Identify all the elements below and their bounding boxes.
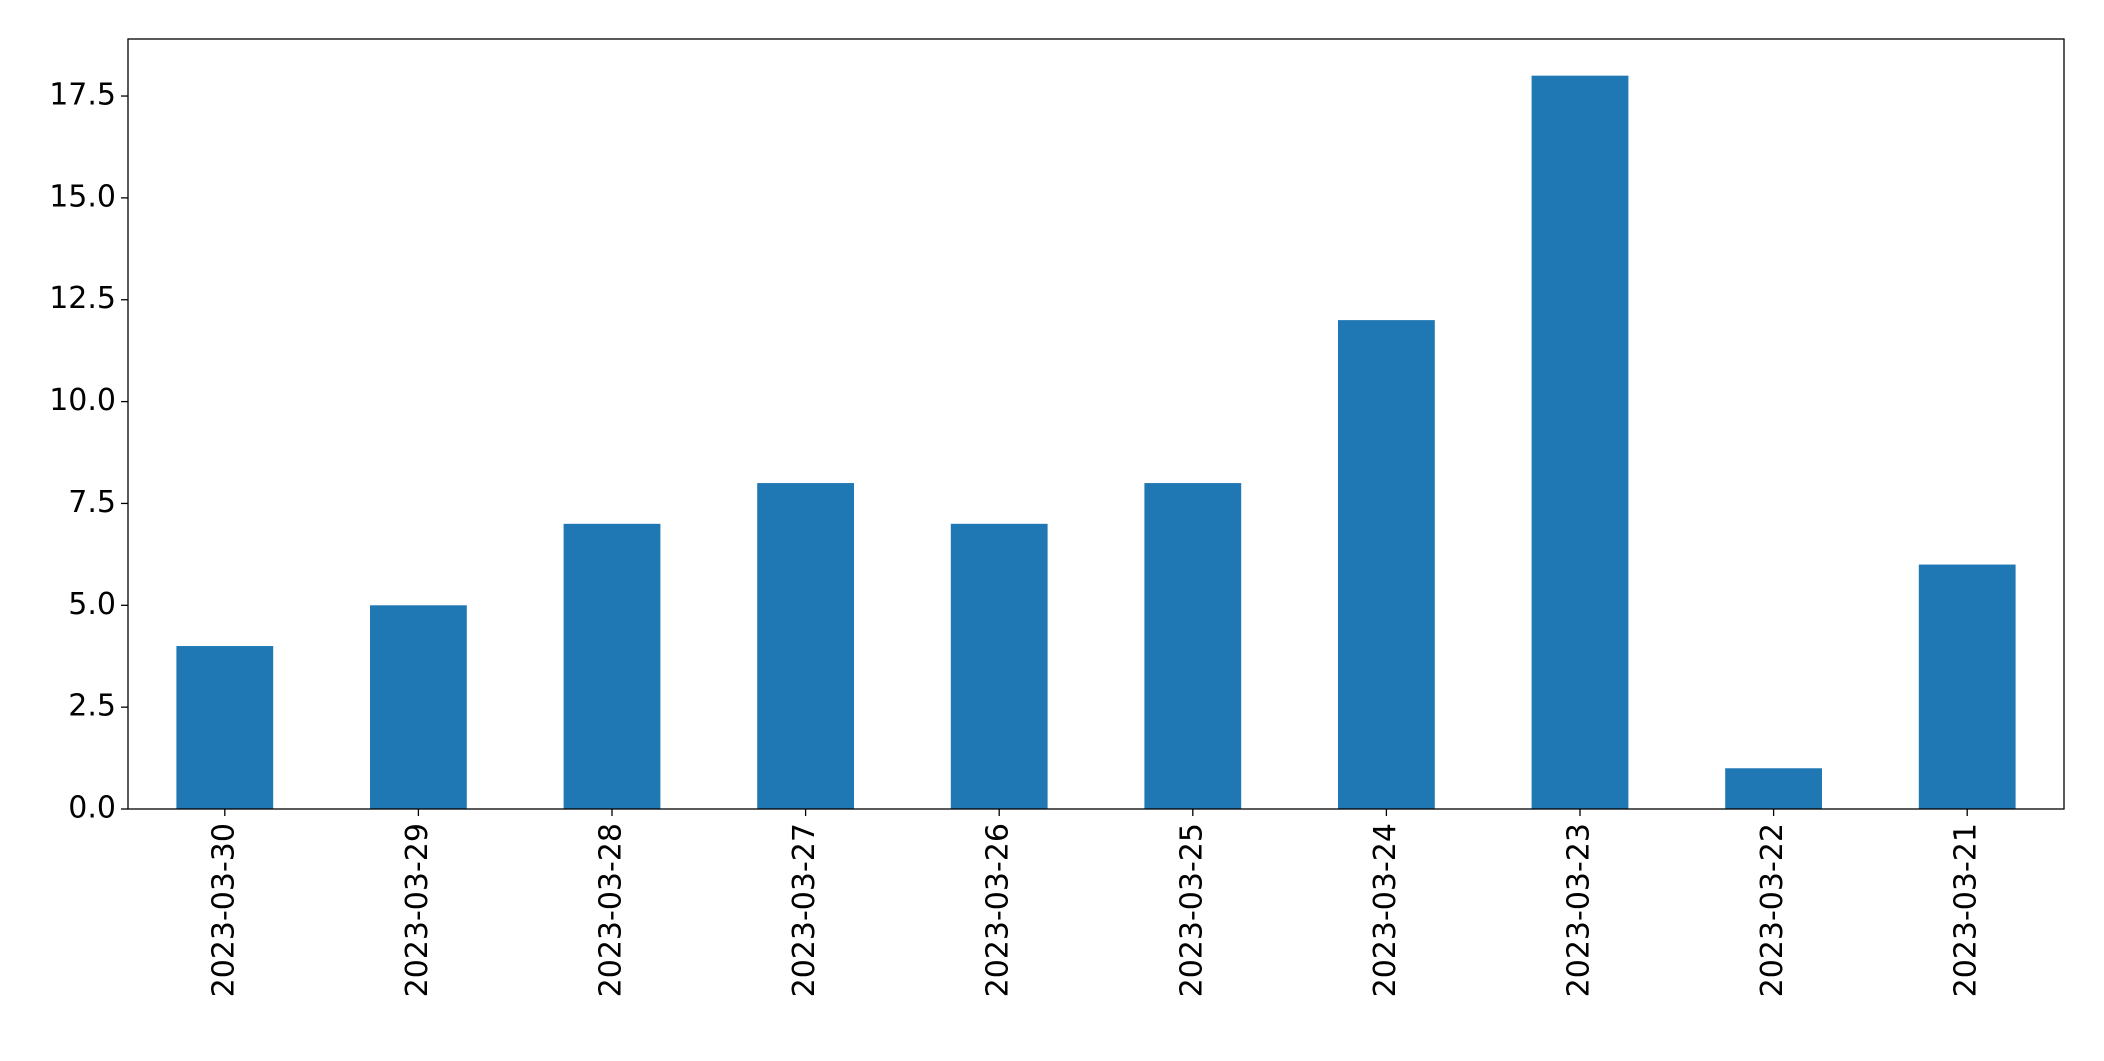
bar [176,646,274,809]
x-tick-label: 2023-03-28 [594,823,629,997]
x-tick-label: 2023-03-27 [787,823,822,997]
x-tick-label: 2023-03-29 [400,823,435,997]
bar [1144,483,1242,809]
x-tick-label: 2023-03-26 [981,823,1016,997]
y-tick-label: 17.5 [49,78,116,113]
x-tick-label: 2023-03-22 [1755,823,1790,997]
bar [757,483,854,809]
y-tick-label: 0.0 [68,791,116,826]
plot-frame [127,38,2065,810]
x-tick-label: 2023-03-21 [1949,823,1984,997]
x-tick-label: 2023-03-23 [1562,823,1597,997]
y-tick-label: 7.5 [68,485,116,520]
bar [370,605,467,809]
bar [1725,768,1822,809]
x-tick-label: 2023-03-24 [1368,823,1403,997]
bar [1918,564,2016,809]
y-tick-label: 12.5 [49,281,116,316]
y-tick-label: 5.0 [68,587,116,622]
y-tick-label: 10.0 [49,383,116,418]
bar [950,523,1048,809]
y-tick-label: 2.5 [68,689,116,724]
bar [1338,320,1435,809]
y-tick-label: 15.0 [49,179,116,214]
bar [563,523,661,809]
bar [1531,75,1629,809]
x-tick-label: 2023-03-30 [206,823,241,997]
x-tick-label: 2023-03-25 [1174,823,1209,997]
